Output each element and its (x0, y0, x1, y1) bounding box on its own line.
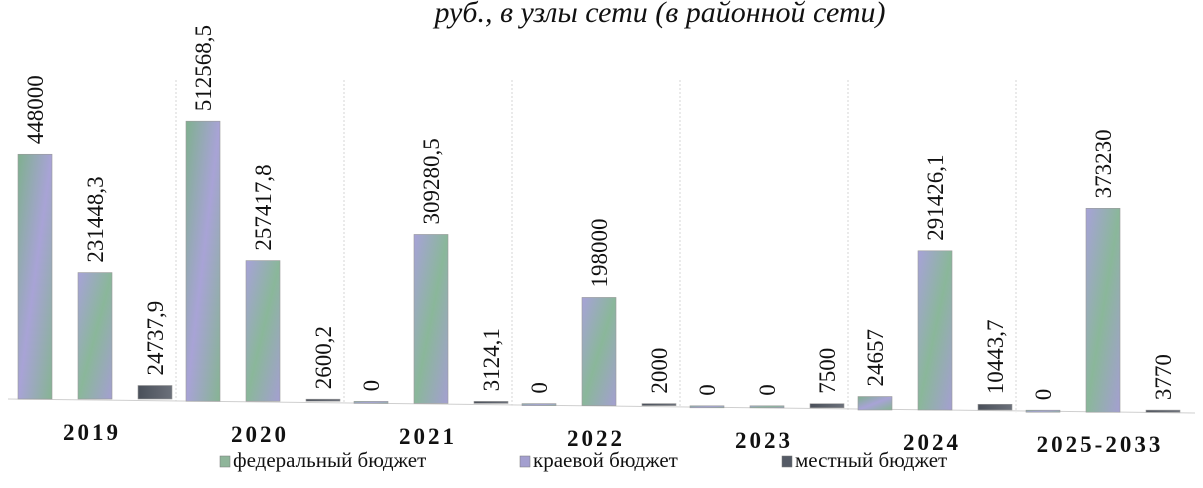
value-label: 24737,9 (143, 301, 168, 376)
bar-2022-s1 (581, 297, 617, 406)
value-label: 0 (695, 384, 720, 396)
bar-2025-2033-s2 (1145, 409, 1181, 413)
value-label: 0 (755, 384, 780, 396)
legend-swatch (519, 455, 531, 468)
value-label: 448000 (23, 75, 48, 144)
bar-2021-s2 (473, 401, 509, 404)
value-label: 257417,8 (251, 164, 276, 250)
category-label: 2020 (231, 422, 289, 447)
value-label: 0 (1031, 389, 1056, 401)
value-labels-layer: 448000 231448,3 24737,9 512568,5 257417,8 260… (23, 25, 1176, 400)
bar-2025-2033-s1 (1085, 208, 1121, 413)
bar-2019-s0 (17, 153, 53, 400)
value-label: 0 (527, 382, 552, 394)
legend: федеральный бюджет краевой бюджет местный … (219, 448, 947, 472)
value-label: 2000 (647, 348, 672, 394)
category-label: 2025-2033 (1037, 432, 1164, 457)
value-label: 7500 (815, 348, 840, 394)
category-separators (175, 80, 1017, 413)
value-label: 10443,7 (983, 320, 1008, 395)
value-label: 3770 (1151, 354, 1176, 400)
bar-2024-s1 (917, 250, 953, 411)
category-labels-layer: 2019 2020 2021 2022 2023 2024 2025-2033 (63, 420, 1164, 457)
value-label: 24657 (863, 329, 888, 387)
category-label: 2023 (735, 428, 793, 453)
value-label: 0 (359, 380, 384, 392)
legend-label: федеральный бюджет (233, 448, 426, 472)
category-label: 2024 (903, 430, 961, 455)
category-label: 2021 (399, 424, 457, 449)
bar-2023-s1 (749, 405, 785, 409)
bar-2023-s2 (809, 403, 845, 409)
value-label: 198000 (587, 218, 612, 287)
bar-2019-s1 (77, 272, 113, 400)
value-label: 3124,1 (479, 328, 504, 391)
bar-2020-s0 (185, 120, 221, 402)
chart-title: руб., в узлы сети (в районной сети) (432, 0, 885, 29)
bar-2022-s0 (521, 403, 557, 406)
bar-2020-s1 (245, 260, 281, 402)
bar-2024-s0 (857, 396, 893, 411)
value-label: 231448,3 (83, 176, 108, 262)
value-label: 291426,1 (923, 155, 948, 241)
legend-swatch (781, 455, 793, 468)
bar-2019-s2 (137, 385, 173, 400)
bar-2020-s2 (305, 398, 341, 402)
bar-2021-s0 (353, 401, 389, 404)
bar-2022-s2 (641, 403, 677, 406)
bar-2025-2033-s0 (1025, 409, 1061, 413)
legend-swatch (219, 455, 231, 468)
bars-layer (17, 120, 1181, 413)
legend-label: краевой бюджет (533, 448, 678, 472)
bar-2024-s2 (977, 403, 1013, 411)
legend-label: местный бюджет (795, 448, 947, 472)
bar-2023-s0 (689, 405, 725, 409)
value-label: 309280,5 (419, 138, 444, 224)
category-label: 2022 (567, 426, 625, 451)
value-label: 2600,2 (311, 326, 336, 389)
bar-2021-s1 (413, 234, 449, 404)
category-label: 2019 (63, 420, 121, 445)
value-label: 373230 (1091, 129, 1116, 198)
value-label: 512568,5 (191, 25, 216, 111)
